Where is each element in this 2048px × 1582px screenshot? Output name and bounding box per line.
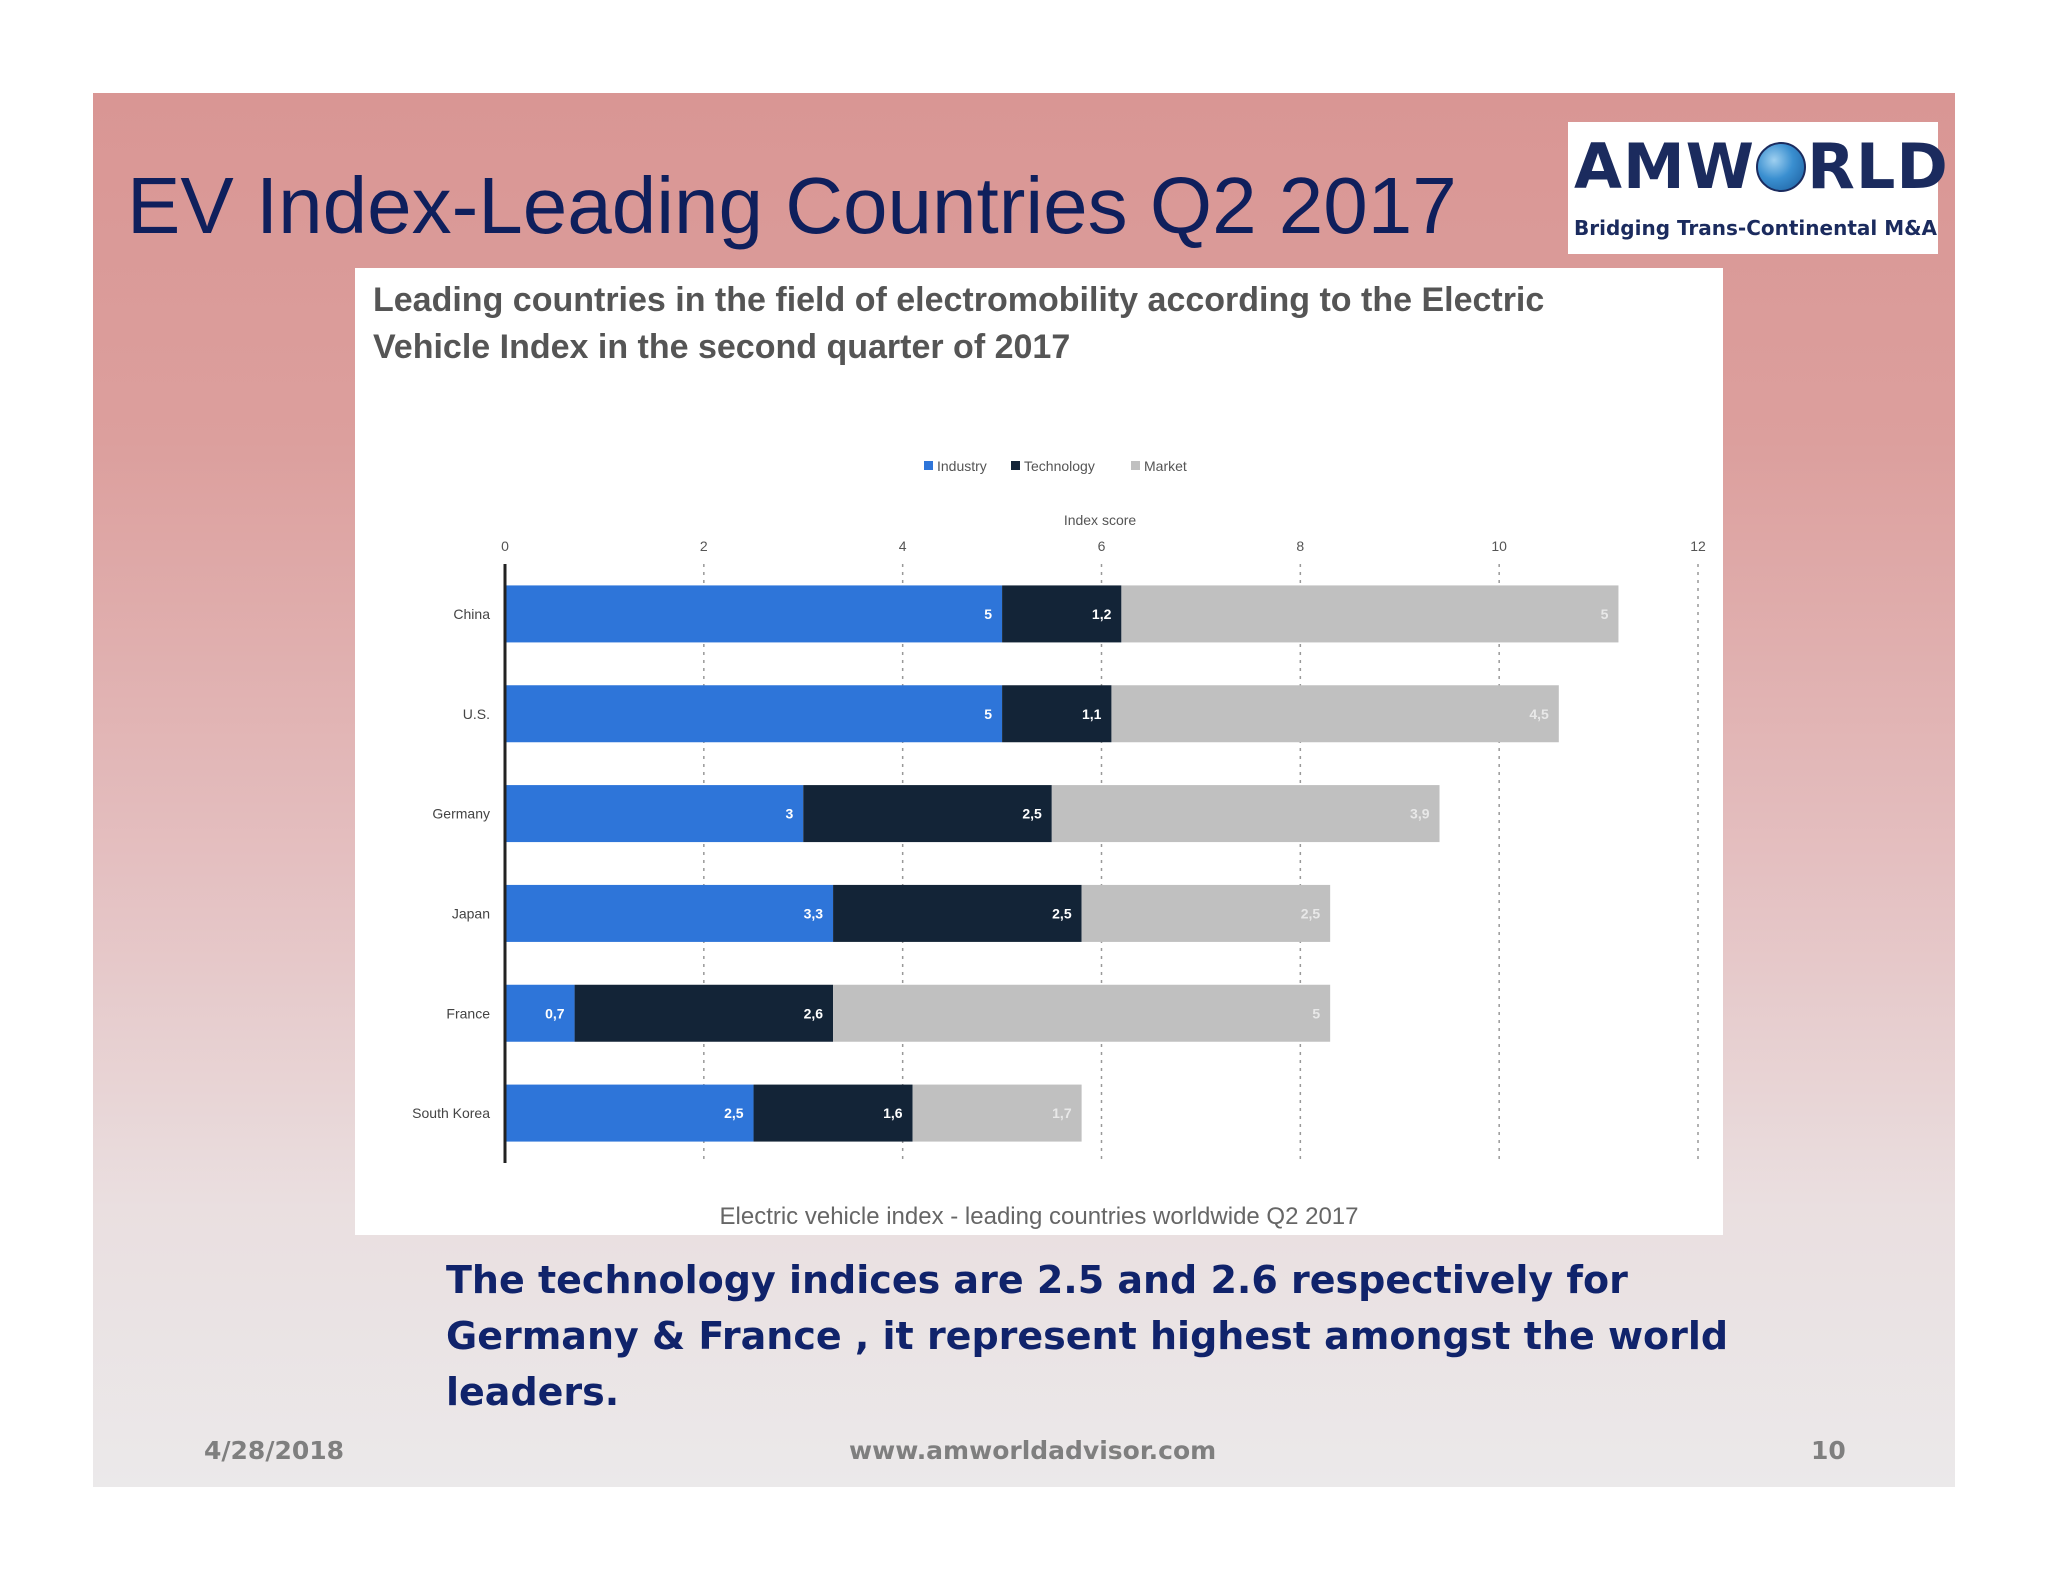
- bar-value-label: 5: [984, 706, 992, 722]
- logo-wordmark: AMW RLD: [1574, 134, 1949, 200]
- amworld-logo: AMW RLD Bridging Trans-Continental M&A: [1568, 122, 1948, 254]
- category-label: China: [453, 606, 490, 622]
- bar-value-label: 2,6: [804, 1005, 824, 1021]
- bar-industry: [505, 785, 804, 843]
- x-tick-label: 10: [1491, 538, 1507, 554]
- bar-industry: [505, 1084, 754, 1142]
- bar-industry: [505, 685, 1003, 743]
- x-tick-label: 12: [1690, 538, 1706, 554]
- bar-industry: [505, 984, 575, 1042]
- bar-market: [1121, 585, 1619, 643]
- bar-industry: [505, 585, 1003, 643]
- bar-technology: [803, 785, 1052, 843]
- x-tick-label: 4: [899, 538, 907, 554]
- bar-market: [912, 1084, 1082, 1142]
- chart-panel: Leading countries in the field of electr…: [355, 268, 1723, 1235]
- bar-market: [1051, 785, 1440, 843]
- category-label: France: [446, 1005, 490, 1021]
- x-axis-ticks: 0 2 4 6 8 10 12: [501, 538, 1706, 554]
- footer-page-number: 10: [1811, 1436, 1846, 1465]
- legend-swatch-technology: [1011, 461, 1020, 470]
- bar-technology: [833, 884, 1082, 942]
- y-axis-categories: China U.S. Germany Japan France South Korea: [412, 606, 490, 1121]
- legend-label-market: Market: [1144, 458, 1187, 474]
- chart-footer: Electric vehicle index - leading countri…: [720, 1203, 1359, 1230]
- legend-label-industry: Industry: [937, 458, 987, 474]
- bar-value-label: 5: [984, 606, 992, 622]
- logo-tagline: Bridging Trans-Continental M&A: [1574, 216, 1938, 240]
- x-axis-label: Index score: [1064, 512, 1137, 528]
- bar-value-label: 5: [1601, 606, 1609, 622]
- bar-value-label: 1,2: [1092, 606, 1112, 622]
- legend-swatch-industry: [924, 461, 933, 470]
- bar-technology: [574, 984, 834, 1042]
- bar-value-label: 2,5: [1301, 905, 1321, 921]
- bar-value-label: 2,5: [724, 1105, 744, 1121]
- chart-gridlines: [703, 564, 1699, 1163]
- footer-date: 4/28/2018: [204, 1436, 345, 1465]
- chart-legend: Industry Technology Market: [924, 458, 1187, 474]
- bar-value-label: 1,1: [1082, 706, 1102, 722]
- slide-caption: The technology indices are 2.5 and 2.6 r…: [446, 1258, 1729, 1414]
- bar-value-label: 1,6: [883, 1105, 903, 1121]
- logo-word-start: AMW: [1574, 130, 1756, 203]
- bar-value-label: 2,5: [1022, 806, 1042, 822]
- x-tick-label: 0: [501, 538, 509, 554]
- bar-value-label: 4,5: [1529, 706, 1549, 722]
- x-tick-label: 8: [1296, 538, 1304, 554]
- legend-label-technology: Technology: [1024, 458, 1095, 474]
- footer-url[interactable]: www.amworldadvisor.com: [849, 1436, 1217, 1465]
- bar-technology: [1002, 685, 1112, 743]
- logo-word-end: RLD: [1807, 130, 1949, 203]
- bar-value-label: 3,3: [804, 905, 824, 921]
- bar-technology: [753, 1084, 913, 1142]
- chart-bars: 5 1,2 5 5 1,1 4,5 3 2,5 3,9 3,3 2,5 2,5 0,7 2,6 5 2,5 1,…: [505, 585, 1619, 1142]
- slide-title: EV Index-Leading Countries Q2 2017: [127, 161, 1457, 250]
- legend-swatch-market: [1131, 461, 1140, 470]
- bar-market: [1081, 884, 1331, 942]
- bar-value-label: 1,7: [1052, 1105, 1072, 1121]
- bar-value-label: 0,7: [545, 1005, 565, 1021]
- x-tick-label: 6: [1098, 538, 1106, 554]
- category-label: Japan: [452, 905, 490, 921]
- bar-value-label: 3: [785, 806, 793, 822]
- bar-market: [833, 984, 1331, 1042]
- globe-icon: [1756, 142, 1807, 192]
- chart: Leading countries in the field of electr…: [373, 281, 1706, 1230]
- category-label: South Korea: [412, 1105, 490, 1121]
- bar-value-label: 5: [1312, 1005, 1320, 1021]
- bar-value-label: 3,9: [1410, 806, 1430, 822]
- x-tick-label: 2: [700, 538, 708, 554]
- bar-industry: [505, 884, 834, 942]
- bar-technology: [1002, 585, 1122, 643]
- category-label: U.S.: [463, 706, 490, 722]
- category-label: Germany: [432, 806, 490, 822]
- bar-value-label: 2,5: [1052, 905, 1072, 921]
- chart-title-line-1: Leading countries in the field of electr…: [373, 281, 1544, 319]
- chart-title-line-2: Vehicle Index in the second quarter of 2…: [373, 328, 1070, 366]
- bar-market: [1111, 685, 1559, 743]
